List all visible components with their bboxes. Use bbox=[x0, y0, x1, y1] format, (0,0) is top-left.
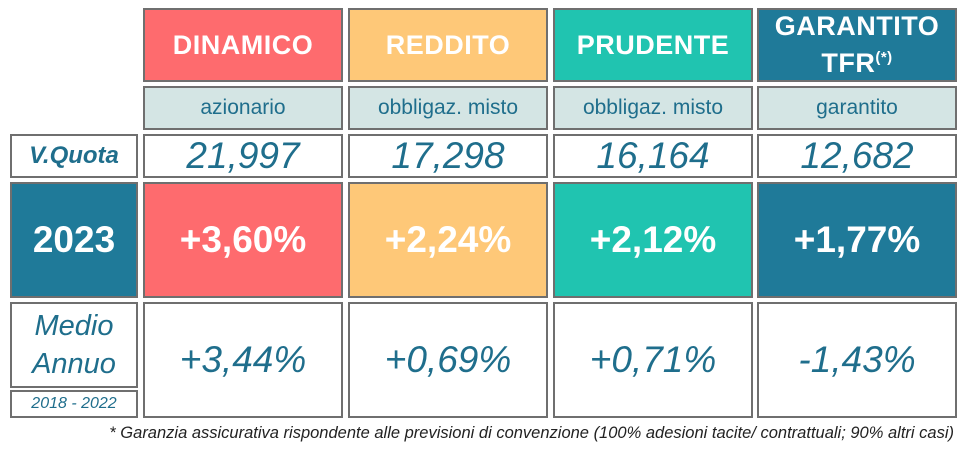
quota-label-text: V.Quota bbox=[29, 142, 119, 169]
fund-type-dinamico: azionario bbox=[143, 86, 343, 130]
fund-header-garantito: GARANTITO TFR(*) bbox=[757, 8, 957, 82]
fund-2023-value: +2,12% bbox=[589, 219, 717, 260]
fund-header-prudente: PRUDENTE bbox=[553, 8, 753, 82]
fund-avg-reddito: +0,69% bbox=[348, 302, 548, 418]
fund-type-text: garantito bbox=[816, 96, 898, 119]
fund-type-garantito: garantito bbox=[757, 86, 957, 130]
fund-type-text: obbligaz. misto bbox=[582, 96, 724, 119]
year-row-label: 2023 bbox=[10, 182, 138, 298]
fund-avg-value: +3,44% bbox=[179, 339, 307, 380]
fund-2023-reddito: +2,24% bbox=[348, 182, 548, 298]
fund-name: REDDITO bbox=[385, 29, 511, 60]
fund-avg-value: -1,43% bbox=[798, 339, 916, 380]
fund-name: GARANTITO bbox=[774, 11, 940, 41]
fund-quota-dinamico: 21,997 bbox=[143, 134, 343, 178]
fund-quota-value: 17,298 bbox=[391, 135, 505, 176]
fund-2023-prudente: +2,12% bbox=[553, 182, 753, 298]
avg-label-line2: Annuo bbox=[32, 348, 116, 380]
avg-label-line1: Medio bbox=[34, 310, 114, 342]
footnote-marker: (*) bbox=[875, 49, 893, 66]
fund-quota-value: 16,164 bbox=[596, 135, 710, 176]
fund-avg-value: +0,69% bbox=[384, 339, 512, 380]
avg-row-label: Medio Annuo bbox=[10, 302, 138, 388]
fund-name: PRUDENTE bbox=[576, 29, 730, 60]
fund-quota-value: 12,682 bbox=[800, 135, 914, 176]
avg-period-label: 2018 - 2022 bbox=[10, 390, 138, 418]
fund-2023-value: +3,60% bbox=[179, 219, 307, 260]
fund-header-dinamico: DINAMICO bbox=[143, 8, 343, 82]
fund-header-reddito: REDDITO bbox=[348, 8, 548, 82]
fund-type-text: obbligaz. misto bbox=[377, 96, 519, 119]
footnote: * Garanzia assicurativa rispondente alle… bbox=[109, 424, 954, 442]
fund-quota-reddito: 17,298 bbox=[348, 134, 548, 178]
fund-type-reddito: obbligaz. misto bbox=[348, 86, 548, 130]
fund-2023-value: +2,24% bbox=[384, 219, 512, 260]
fund-avg-dinamico: +3,44% bbox=[143, 302, 343, 418]
quota-row-label: V.Quota bbox=[10, 134, 138, 178]
fund-quota-garantito: 12,682 bbox=[757, 134, 957, 178]
fund-name: DINAMICO bbox=[172, 29, 314, 60]
fund-type-text: azionario bbox=[200, 96, 286, 119]
fund-type-prudente: obbligaz. misto bbox=[553, 86, 753, 130]
fund-quota-value: 21,997 bbox=[186, 135, 300, 176]
fund-2023-garantito: +1,77% bbox=[757, 182, 957, 298]
fund-quota-prudente: 16,164 bbox=[553, 134, 753, 178]
fund-avg-garantito: -1,43% bbox=[757, 302, 957, 418]
avg-period-text: 2018 - 2022 bbox=[31, 395, 117, 412]
fund-avg-value: +0,71% bbox=[589, 339, 717, 380]
fund-avg-prudente: +0,71% bbox=[553, 302, 753, 418]
fund-name-line2: TFR(*) bbox=[821, 48, 893, 78]
fund-2023-dinamico: +3,60% bbox=[143, 182, 343, 298]
year-label-text: 2023 bbox=[32, 219, 116, 260]
fund-2023-value: +1,77% bbox=[793, 219, 921, 260]
